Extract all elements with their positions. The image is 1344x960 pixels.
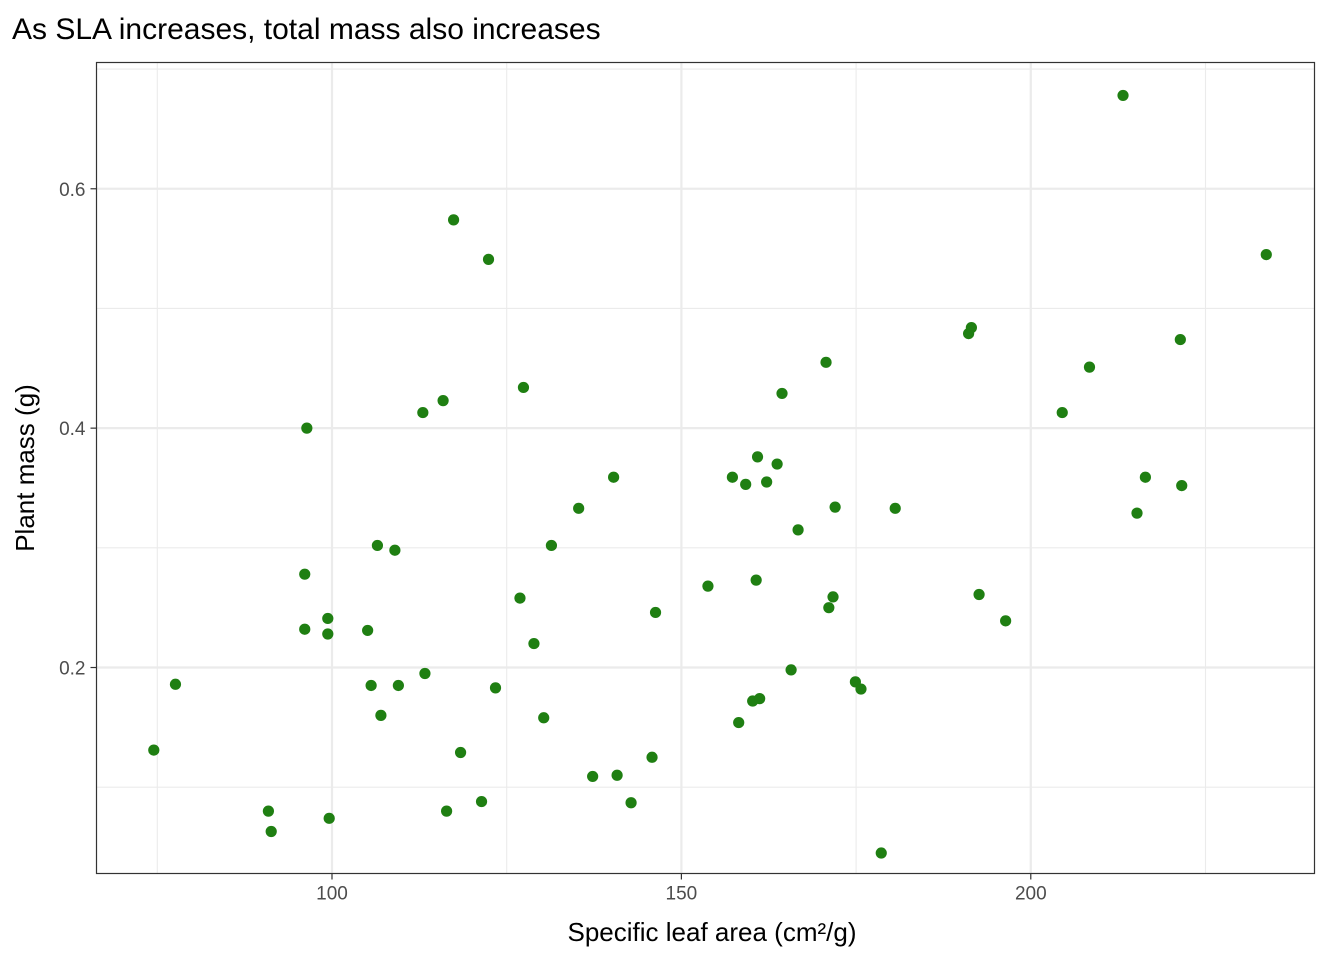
data-point xyxy=(517,381,530,394)
data-point xyxy=(482,253,495,265)
x-tick-label: 100 xyxy=(316,884,348,905)
data-point xyxy=(545,539,558,552)
data-point xyxy=(371,539,384,552)
x-axis-title: Specific leaf area (cm²/g) xyxy=(568,917,857,947)
data-point xyxy=(973,588,985,601)
data-point xyxy=(440,805,453,817)
data-point xyxy=(437,395,449,407)
x-tick-label: 200 xyxy=(1015,884,1047,905)
y-tick-label: 0.2 xyxy=(59,659,85,680)
data-point xyxy=(751,451,764,463)
data-point xyxy=(587,770,599,783)
data-point xyxy=(1174,333,1186,346)
data-point xyxy=(820,356,832,368)
data-point xyxy=(365,679,377,692)
data-point xyxy=(1083,361,1096,373)
data-point xyxy=(299,568,311,580)
data-point xyxy=(776,387,788,400)
data-point xyxy=(771,458,783,470)
data-point xyxy=(646,751,658,763)
data-point xyxy=(625,797,637,809)
data-point xyxy=(301,422,313,434)
data-point xyxy=(823,602,835,614)
data-point xyxy=(1000,615,1012,627)
data-point xyxy=(322,612,334,625)
data-point xyxy=(299,623,311,635)
data-point xyxy=(362,624,374,637)
data-point xyxy=(649,606,662,619)
chart-title: As SLA increases, total mass also increa… xyxy=(12,13,601,46)
y-axis-title: Plant mass (g) xyxy=(10,384,40,552)
data-point xyxy=(1139,471,1151,483)
y-tick-label: 0.6 xyxy=(59,180,85,201)
data-point xyxy=(389,544,401,556)
data-point xyxy=(611,769,623,781)
data-point xyxy=(528,637,540,650)
data-point xyxy=(1117,89,1129,102)
data-point xyxy=(754,693,766,705)
data-point xyxy=(323,812,335,824)
data-point xyxy=(740,478,752,490)
data-points xyxy=(148,89,1272,859)
data-point xyxy=(489,682,502,694)
data-point xyxy=(169,678,182,690)
data-point xyxy=(454,746,467,759)
data-point xyxy=(750,574,762,586)
data-point xyxy=(608,471,620,483)
data-point xyxy=(475,795,488,808)
data-point xyxy=(792,524,804,536)
data-point xyxy=(855,683,867,695)
data-point xyxy=(417,406,429,419)
data-point xyxy=(875,847,887,859)
data-point xyxy=(827,591,839,603)
data-point xyxy=(447,214,460,226)
x-tick-label: 150 xyxy=(666,884,698,905)
data-point xyxy=(538,712,550,724)
data-point xyxy=(702,580,714,592)
data-point xyxy=(733,716,745,729)
data-point xyxy=(785,664,797,676)
data-point xyxy=(514,592,526,604)
data-point xyxy=(262,805,275,817)
data-point xyxy=(965,322,977,334)
data-point xyxy=(1056,406,1068,419)
data-point xyxy=(829,501,841,513)
data-point xyxy=(573,502,585,514)
data-point xyxy=(889,502,901,514)
data-point xyxy=(761,476,773,488)
axis-ticks: 100 150 200 0.2 0.4 0.6 xyxy=(59,180,1047,905)
panel-border xyxy=(95,61,1316,875)
grid-lines xyxy=(96,62,1315,874)
data-point xyxy=(1131,507,1143,519)
data-point xyxy=(726,471,739,483)
data-point xyxy=(1260,248,1272,261)
data-point xyxy=(265,825,277,838)
data-point xyxy=(1176,479,1188,492)
y-tick-label: 0.4 xyxy=(59,419,86,440)
data-point xyxy=(375,709,387,721)
data-point xyxy=(322,628,334,640)
data-point xyxy=(392,679,404,692)
data-point xyxy=(148,744,160,756)
data-point xyxy=(419,667,431,680)
